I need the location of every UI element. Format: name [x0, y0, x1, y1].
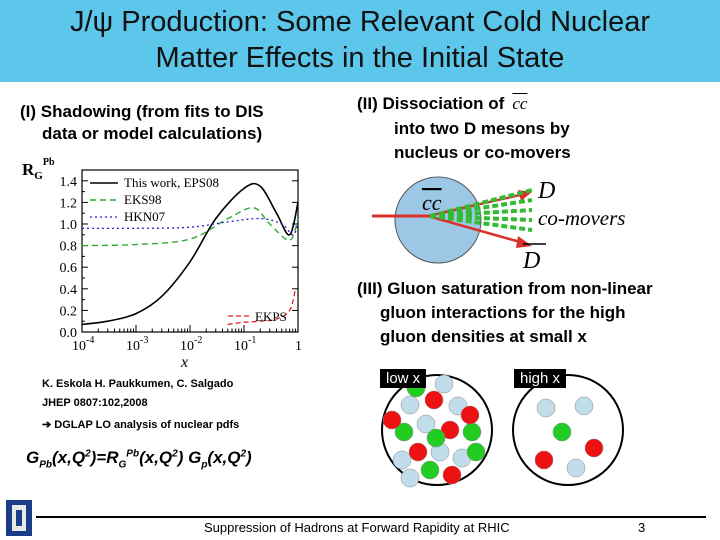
x-tick-label: 10-3 — [126, 335, 148, 354]
gluon-dot — [434, 374, 454, 394]
gluon-dot — [426, 428, 446, 448]
y-tick-label: 0.8 — [60, 240, 78, 255]
citation-authors: K. Eskola H. Paukkumen, C. Salgado — [42, 378, 234, 390]
legend-entry: HKN07 — [124, 209, 166, 224]
section3-heading-line1: (III) Gluon saturation from non-linear — [357, 279, 653, 298]
gluon-dot — [552, 422, 572, 442]
section2-heading-line2: into two D mesons by — [394, 119, 570, 138]
y-tick-label: 1.2 — [60, 196, 78, 211]
cc-pair-label: cc — [422, 190, 442, 215]
dissociation-diagram: cc D co-movers D — [372, 176, 625, 274]
gluon-dot — [382, 410, 402, 430]
low-x-label: low x — [380, 369, 427, 388]
section3-heading-line3: gluon densities at small x — [380, 327, 587, 346]
series-line-3 — [81, 217, 299, 236]
gluon-dot — [416, 414, 436, 434]
gluon-dot — [536, 398, 556, 418]
chart-lines — [81, 182, 299, 326]
gluon-dot — [534, 450, 554, 470]
gluon-dot — [574, 396, 594, 416]
formula: GPb(x,Q2)=RGPb(x,Q2) Gp(x,Q2) — [26, 448, 252, 471]
chart-xlabel: x — [180, 354, 188, 371]
y-tick-label: 1.4 — [60, 175, 78, 190]
y-tick-label: 1.0 — [60, 218, 78, 233]
d-meson-label: D — [537, 178, 555, 204]
x-tick-label: 10-4 — [72, 335, 94, 354]
university-logo — [6, 500, 32, 536]
gluon-dot — [424, 390, 444, 410]
y-tick-label: 0.2 — [60, 304, 78, 319]
gluon-dot — [462, 422, 482, 442]
gluon-dot — [394, 422, 414, 442]
x-tick-label: 10-2 — [180, 335, 202, 354]
y-tick-label: 0.6 — [60, 261, 78, 276]
shadowing-chart: 0.0 0.2 0.4 0.6 0.8 1.0 1.2 1.4 10-4 10-3 10-2 10-1… — [22, 157, 302, 371]
gluon-dot — [442, 465, 462, 485]
footer-title: Suppression of Hadrons at Forward Rapidi… — [204, 520, 510, 535]
series-line-2 — [81, 207, 299, 247]
citation-journal: JHEP 0807:102,2008 — [42, 397, 148, 409]
y-tick-label: 0.4 — [60, 283, 78, 298]
gluon-dot — [440, 420, 460, 440]
series-line-1 — [81, 182, 299, 326]
section2-heading-line3: nucleus or co-movers — [394, 143, 571, 162]
gluon-saturation-diagram — [381, 374, 624, 488]
title-bar — [0, 0, 720, 82]
gluon-dot — [460, 405, 480, 425]
dbar-meson-arrow — [427, 214, 521, 244]
x-tick-label: 10-1 — [234, 335, 256, 354]
section1-heading-line2: data or model calculations) — [42, 124, 263, 143]
slide-title-line1: J/ψ Production: Some Relevant Cold Nucle… — [70, 6, 650, 38]
low-x-gluons — [382, 374, 486, 488]
x-tick-label: 1 — [295, 339, 302, 354]
comover-lines — [429, 188, 533, 232]
gluon-dot — [420, 460, 440, 480]
high-x-gluons — [534, 396, 604, 478]
cc-symbol: cc — [512, 94, 528, 113]
gluon-dot — [584, 438, 604, 458]
gluon-dot — [408, 442, 428, 462]
dbar-meson-label: D — [522, 248, 540, 274]
page-number: 3 — [638, 520, 646, 535]
gluon-dot — [400, 468, 420, 488]
chart-axes: 0.0 0.2 0.4 0.6 0.8 1.0 1.2 1.4 10-4 10-3 10-2 10-1… — [60, 169, 302, 354]
gluon-dot — [392, 450, 412, 470]
gluon-dot — [400, 395, 420, 415]
chart-legend: This work, EPS08 EKS98 HKN07 EKPS — [90, 175, 287, 324]
legend-entry: This work, EPS08 — [124, 175, 219, 190]
footer-rule — [36, 516, 706, 518]
chart-ylabel: RGPb — [22, 157, 55, 182]
citation-note: ➔ DGLAP LO analysis of nuclear pdfs — [42, 419, 240, 431]
section2-heading-line1: (II) Dissociation of cc — [357, 94, 528, 113]
section1-heading-line1: (I) Shadowing (from fits to DIS — [20, 102, 264, 121]
gluon-dot — [566, 458, 586, 478]
gluon-dot — [466, 442, 486, 462]
legend-entry: EKS98 — [124, 192, 162, 207]
series-line-4 — [227, 288, 297, 326]
legend-entry: EKPS — [255, 309, 287, 324]
dbar-meson-arrowhead — [516, 236, 532, 248]
high-x-label: high x — [514, 369, 567, 388]
section3-heading-line2: gluon interactions for the high — [380, 303, 626, 322]
y-tick-label: 0.0 — [60, 326, 78, 341]
arrow-right-icon: ➔ — [42, 419, 55, 431]
comovers-label: co-movers — [538, 206, 625, 230]
slide-title-line2: Matter Effects in the Initial State — [155, 42, 565, 74]
